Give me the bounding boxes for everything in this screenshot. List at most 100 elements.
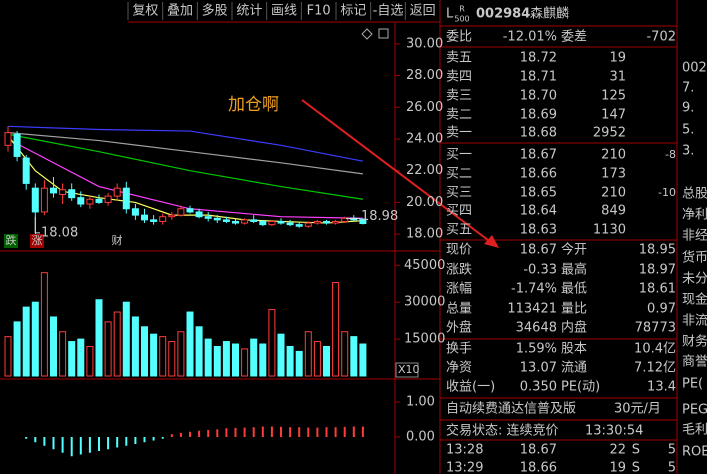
volume-bar (77, 338, 85, 377)
stat-label: 最低 (561, 282, 587, 297)
volume-bar (241, 348, 249, 377)
candle-body (359, 218, 367, 225)
diamond-icon[interactable] (361, 28, 373, 40)
candle-body (122, 187, 130, 210)
table-lines (440, 25, 677, 441)
volume-bar (59, 331, 67, 377)
stat-label: 内盘 (561, 320, 587, 336)
candle-body (95, 198, 103, 203)
stat-label: 涨跌 (446, 262, 472, 278)
bid-price: 18.64 (520, 204, 557, 219)
toolbar-button[interactable]: 复权 (132, 3, 158, 19)
stat-value: -1.74% (511, 282, 557, 297)
stat-value: 18.67 (520, 243, 557, 258)
side-item: 商誉 (682, 355, 707, 370)
fund-label: 收益(一) (446, 380, 495, 395)
stat-label: 涨幅 (446, 282, 472, 297)
toolbar-button[interactable]: 统计 (236, 4, 262, 19)
tick-time: 13:28 (446, 443, 483, 458)
side-item: 3. (682, 144, 694, 159)
y-tick-label: 1.00 (406, 395, 435, 410)
ask-price: 18.72 (520, 51, 557, 66)
volume-bar (341, 331, 349, 377)
volume-bar (222, 341, 230, 377)
side-item: 净利 (682, 208, 707, 223)
candle-body (40, 187, 48, 213)
candle-body (241, 219, 249, 224)
toolbar-button[interactable]: 多股 (202, 3, 228, 19)
y-tick-label: 28.00 (406, 68, 443, 83)
fund-label: 股本 (561, 342, 587, 357)
event-label: 财 (112, 233, 123, 247)
toolbar-button[interactable]: 标记 (340, 4, 366, 19)
volume-bar (232, 343, 239, 377)
toolbar-button[interactable]: -自选 (373, 4, 404, 19)
ask-price: 18.69 (520, 108, 557, 123)
fund-value: 7.12亿 (634, 361, 676, 376)
candle-body (186, 208, 194, 213)
candle-body (141, 214, 148, 221)
volume-bar (213, 345, 221, 377)
ask-label: 卖三 (446, 89, 472, 104)
volume-bar (104, 321, 112, 377)
volume-bar (277, 333, 285, 377)
candle-body (259, 220, 267, 226)
y-tick-label: 22.00 (406, 163, 443, 178)
bid-volume: 210 (601, 148, 626, 163)
volume-bar (22, 306, 30, 377)
ask-price: 18.71 (520, 70, 557, 85)
stat-label: 外盘 (446, 320, 472, 336)
toolbar-button[interactable]: 叠加 (167, 4, 193, 19)
status: 交易状态: 连续竞价 (446, 423, 559, 439)
candle-body (213, 217, 221, 221)
fund-value: 0.350 (520, 380, 557, 395)
box-icon[interactable] (378, 28, 389, 39)
event-box (30, 234, 44, 248)
volume-bar (68, 341, 76, 377)
banner-price[interactable]: 30元/月 (614, 402, 661, 417)
bid-change: -10 (658, 186, 676, 199)
candle-body (232, 220, 239, 224)
event-label: 涨 (32, 234, 43, 247)
ask-label: 卖四 (446, 70, 472, 85)
bid-volume: 173 (601, 167, 626, 182)
event-label: 跌 (6, 233, 17, 247)
y-tick-label: 15000 (404, 332, 445, 347)
value: -12.01% (503, 30, 557, 45)
candle-body (277, 220, 285, 224)
volume-bar (168, 341, 176, 377)
chart (4, 43, 419, 457)
banner[interactable]: 自动续费通达信普及版 (446, 402, 576, 417)
y-tick-label: 30000 (404, 295, 445, 310)
stat-value: 18.95 (639, 243, 676, 258)
candle-body (113, 187, 121, 197)
side-item: 002 (682, 61, 707, 76)
ask-volume: 147 (601, 108, 626, 123)
toolbar-button[interactable]: F10 (307, 4, 331, 19)
bid-label: 买二 (446, 167, 472, 182)
volume-bar (4, 336, 12, 377)
volume-bar (204, 338, 212, 377)
candle-body (313, 220, 321, 224)
toolbar-button[interactable]: 返回 (410, 4, 436, 19)
volume-bar (186, 311, 194, 377)
candle-body (68, 189, 76, 199)
ask-price: 18.70 (520, 89, 557, 104)
volume-bar (122, 301, 130, 377)
stat-value: 78773 (635, 321, 676, 336)
bid-label: 买五 (446, 223, 472, 238)
side-item: 7. (682, 81, 694, 96)
bid-change: -8 (665, 148, 676, 161)
toolbar-button[interactable]: 画线 (271, 4, 297, 19)
tick-count: 5 (668, 443, 676, 458)
candle-body (268, 220, 276, 226)
candle-body (150, 219, 158, 222)
stat-value: -0.33 (523, 263, 557, 278)
y-tick-label: 45000 (404, 258, 445, 273)
y-tick-label: 18.00 (406, 227, 443, 242)
volume-bar (304, 331, 312, 377)
volume-bar (313, 341, 321, 377)
fund-label: 净资 (446, 361, 472, 376)
volume-bar (141, 326, 148, 377)
label: 委比 (446, 30, 472, 45)
